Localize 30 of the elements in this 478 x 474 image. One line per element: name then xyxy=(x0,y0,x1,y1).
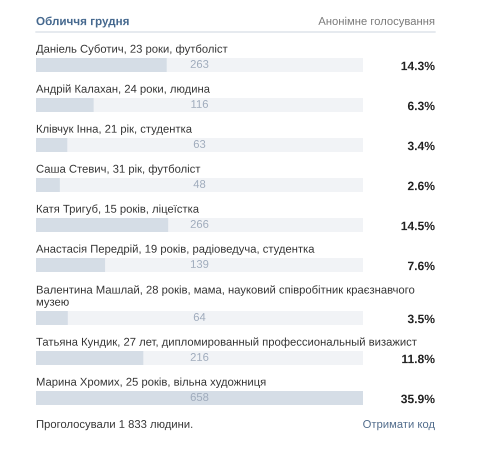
y-tick-label: Катя Тригуб, 15 років, ліцеїстка xyxy=(36,204,200,215)
text: 7.6% xyxy=(408,262,435,270)
data-label: 266 xyxy=(190,220,208,228)
text: 14.3% xyxy=(402,62,435,70)
text: Проголосували 1 833 людини. xyxy=(36,420,192,430)
text: 11.8% xyxy=(402,354,435,364)
y-tick-label: Саша Стевич, 31 рік, футболіст xyxy=(36,164,200,175)
y-tick-label: Даніель Суботич, 23 роки, футболіст xyxy=(36,44,228,55)
data-label: 139 xyxy=(190,260,208,268)
y-tick-label: Валентина Машлай, 28 років, мама, науковий співробітник краєзнавчого музею xyxy=(36,285,414,308)
text: 3.4% xyxy=(408,142,435,150)
y-tick-label: Клівчук Інна, 21 рік, студентка xyxy=(36,124,192,135)
y-tick-label: Анастасія Передрій, 19 років, радіоведуча, студентка xyxy=(36,244,314,255)
y-tick-label: Андрій Калахан, 24 роки, людина xyxy=(36,84,210,95)
data-label: 63 xyxy=(194,140,206,148)
data-label: 263 xyxy=(190,60,208,68)
y-tick-label: Татьяна Кундик, 27 лет, дипломированный профессиональный визажист xyxy=(36,337,417,348)
data-label: 48 xyxy=(194,180,206,188)
text: 3.5% xyxy=(408,314,435,324)
y-tick-label: Марина Хромих, 25 років, вільна художниця xyxy=(36,378,266,388)
chart-subtitle: Анонімне голосування xyxy=(318,16,434,28)
text: Отримати код xyxy=(363,420,435,430)
data-label: 216 xyxy=(190,353,208,362)
data-label: 116 xyxy=(191,100,208,108)
text: 35.9% xyxy=(401,394,435,404)
data-label: 64 xyxy=(194,313,206,322)
text: 2.6% xyxy=(408,182,435,190)
chart-title: Обличчя грудня xyxy=(36,16,129,28)
text: 14.5% xyxy=(402,222,435,230)
text: 6.3% xyxy=(408,102,435,110)
